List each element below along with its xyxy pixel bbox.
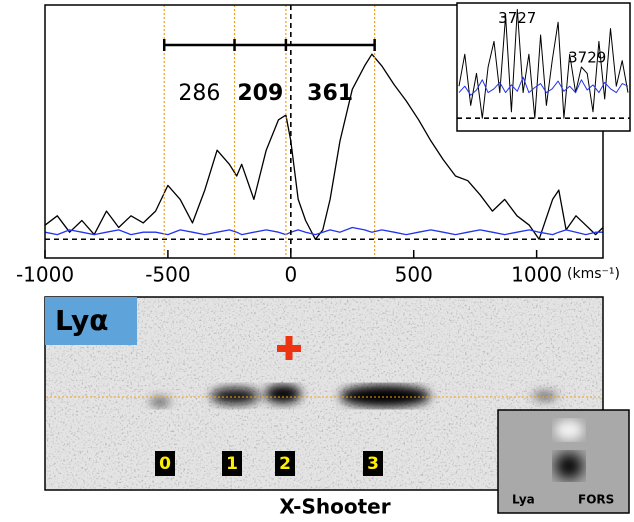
x-tick-label: 500 — [395, 263, 433, 287]
slit-label-box — [275, 451, 295, 476]
blob — [265, 385, 301, 403]
inset-blob — [555, 420, 583, 440]
spectrum-charts: 286 209 361-1000 -500 0 500 1000 (kms⁻¹)3727372… — [16, 2, 631, 287]
blob — [150, 398, 170, 406]
inset-blob — [555, 453, 583, 479]
inset-label: FORS — [578, 493, 614, 507]
annotation: 3727 — [498, 9, 536, 27]
slit-label: 1 — [226, 454, 238, 474]
series-line — [44, 226, 603, 236]
image-panel: Lyα 0 1 2 3 X-Shooter Lya FORS — [44, 296, 630, 519]
panel-label: Lyα — [55, 304, 108, 337]
annotation: 286 — [178, 81, 220, 106]
series-line — [458, 76, 629, 96]
blob — [211, 388, 259, 404]
slit-label-box — [155, 451, 175, 476]
annotation: 209 — [237, 81, 283, 106]
fors-inset: Lya FORS — [497, 409, 630, 514]
x-unit-label: (kms⁻¹) — [567, 266, 620, 282]
blob — [340, 385, 430, 407]
x-tick-label: -500 — [145, 263, 190, 287]
annotation: 361 — [307, 81, 353, 106]
slit-label: 3 — [367, 454, 379, 474]
x-tick-label: 1000 — [511, 263, 562, 287]
x-tick-label: 0 — [284, 263, 297, 287]
caption: X-Shooter — [279, 495, 390, 519]
slit-labels: 0 1 2 3 — [155, 451, 383, 476]
slit-label-box — [363, 451, 383, 476]
slit-label-box — [222, 451, 242, 476]
trace-blobs — [150, 385, 557, 407]
slit-label: 2 — [279, 454, 291, 474]
series-line — [44, 53, 604, 240]
chart: 3727 3729 — [456, 2, 631, 132]
x-tick-label: -1000 — [16, 263, 74, 287]
series-line — [458, 8, 629, 119]
cross-bar — [285, 336, 293, 360]
blob — [533, 392, 557, 400]
inset-label: Lya — [512, 493, 535, 507]
slit-label: 0 — [159, 454, 171, 474]
label-box — [45, 297, 137, 345]
annotation: 3729 — [568, 49, 606, 67]
plot-frame — [456, 2, 631, 132]
red-cross — [277, 336, 301, 360]
